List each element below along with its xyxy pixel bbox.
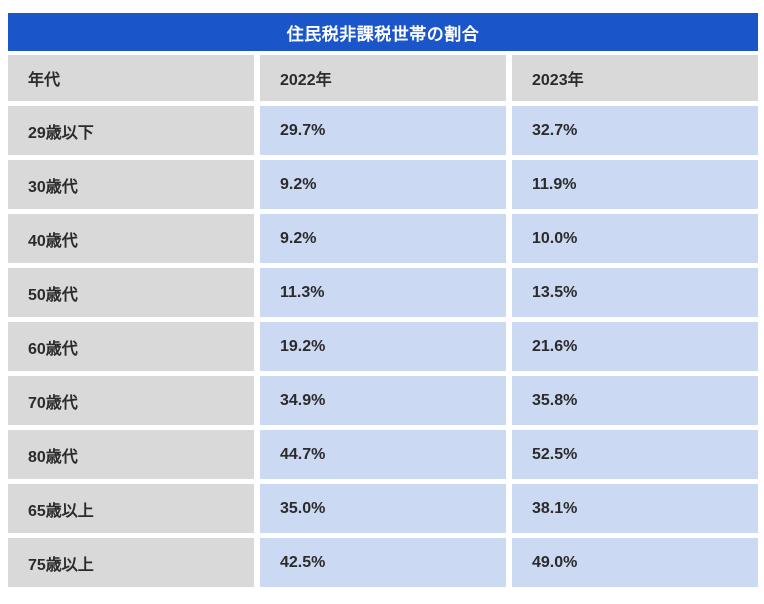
column-header-age: 年代 [8,55,254,101]
row-label: 60歳代 [8,322,254,371]
row-label: 40歳代 [8,214,254,263]
row-label: 70歳代 [8,376,254,425]
tax-exempt-households-table: 住民税非課税世帯の割合 年代 2022年 2023年 29歳以下 29.7% 3… [8,13,758,587]
value-2022: 11.3% [260,268,506,317]
value-2022: 34.9% [260,376,506,425]
value-2022: 9.2% [260,160,506,209]
row-label: 75歳以上 [8,538,254,587]
row-label: 50歳代 [8,268,254,317]
value-2023: 38.1% [512,484,758,533]
row-label: 30歳代 [8,160,254,209]
table-title-bar: 住民税非課税世帯の割合 [8,13,758,51]
value-2023: 32.7% [512,106,758,155]
value-2023: 10.0% [512,214,758,263]
value-2022: 44.7% [260,430,506,479]
value-2023: 21.6% [512,322,758,371]
value-2023: 49.0% [512,538,758,587]
value-2023: 13.5% [512,268,758,317]
value-2023: 35.8% [512,376,758,425]
value-2022: 9.2% [260,214,506,263]
table-title: 住民税非課税世帯の割合 [286,24,480,44]
value-2023: 52.5% [512,430,758,479]
value-2023: 11.9% [512,160,758,209]
row-label: 80歳代 [8,430,254,479]
value-2022: 29.7% [260,106,506,155]
column-header-2023: 2023年 [512,55,758,101]
row-label: 29歳以下 [8,106,254,155]
column-header-2022: 2022年 [260,55,506,101]
table-grid: 年代 2022年 2023年 29歳以下 29.7% 32.7% 30歳代 9.… [8,55,758,587]
value-2022: 19.2% [260,322,506,371]
value-2022: 42.5% [260,538,506,587]
row-label: 65歳以上 [8,484,254,533]
value-2022: 35.0% [260,484,506,533]
